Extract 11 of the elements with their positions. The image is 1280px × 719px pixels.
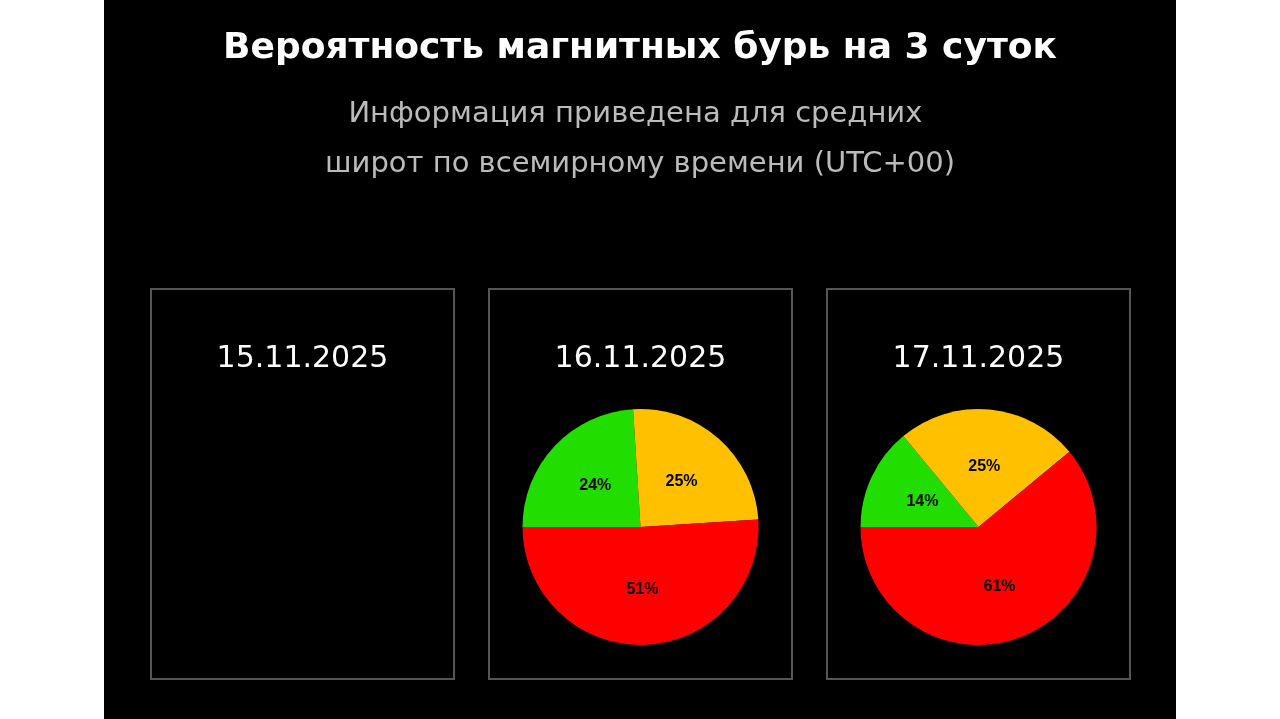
data-label: 51% bbox=[626, 580, 659, 598]
data-label: 25% bbox=[665, 471, 698, 489]
data-label: 14% bbox=[906, 492, 939, 510]
text: 15.11.2025 bbox=[216, 338, 389, 374]
data-label: 61% bbox=[983, 576, 1016, 594]
chart-title: 17.11.2025 bbox=[892, 338, 1065, 374]
chart-title: 16.11.2025 bbox=[554, 338, 727, 374]
data-label: 25% bbox=[968, 456, 1001, 474]
text: Информация приведена для средних широт по всемирному времени (UTC+00) bbox=[325, 95, 955, 179]
text: Вероятность магнитных бурь на 3 суток bbox=[223, 24, 1057, 66]
data-label: 24% bbox=[579, 476, 612, 494]
